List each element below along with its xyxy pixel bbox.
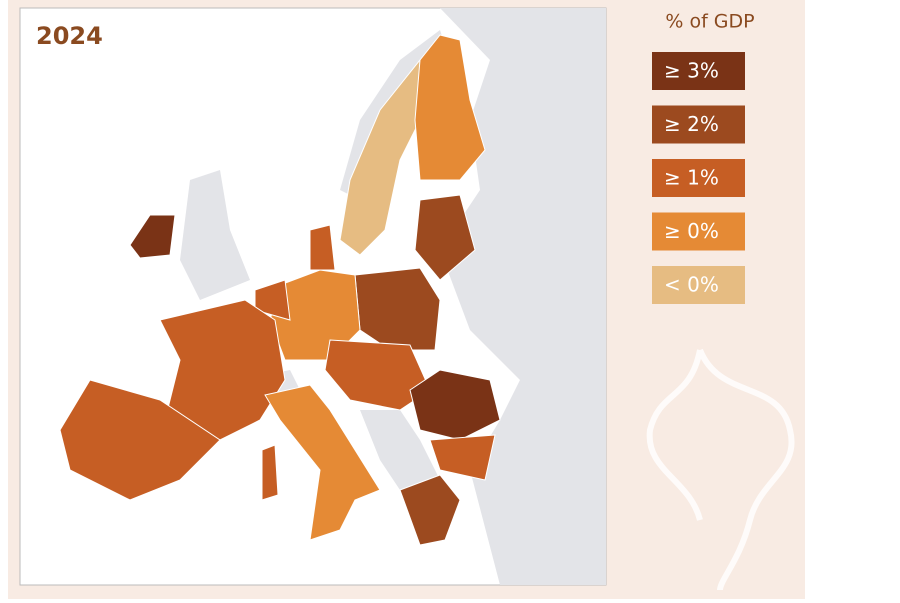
map-title: 2024 <box>36 22 103 50</box>
eu-countries <box>59 34 501 546</box>
legend-swatch <box>652 105 745 144</box>
country <box>59 379 221 501</box>
legend-label: ≥ 0% <box>664 219 719 243</box>
country <box>254 279 291 321</box>
legend: ≥ 3% ≥ 2% ≥ 1% ≥ 0% < 0% <box>652 52 745 304</box>
legend-title: % of GDP <box>665 11 754 33</box>
country <box>264 384 381 541</box>
country <box>129 214 176 259</box>
legend-swatch <box>652 266 745 304</box>
country <box>261 444 279 501</box>
legend-swatch <box>652 52 745 90</box>
legend-swatch <box>652 212 745 251</box>
country <box>309 224 336 271</box>
country <box>414 194 476 281</box>
non-eu-land <box>180 170 250 300</box>
country <box>414 34 486 181</box>
country <box>159 299 286 441</box>
legend-label: ≥ 1% <box>664 166 719 190</box>
legend-label: ≥ 2% <box>664 112 719 136</box>
country <box>429 434 496 481</box>
legend-label: ≥ 3% <box>664 59 719 83</box>
legend-swatch <box>652 159 745 197</box>
country <box>324 339 431 411</box>
country <box>409 369 501 441</box>
country <box>399 474 461 546</box>
legend-label: < 0% <box>664 273 719 297</box>
non-eu-land <box>360 410 440 490</box>
leaf-decoration <box>646 348 795 591</box>
